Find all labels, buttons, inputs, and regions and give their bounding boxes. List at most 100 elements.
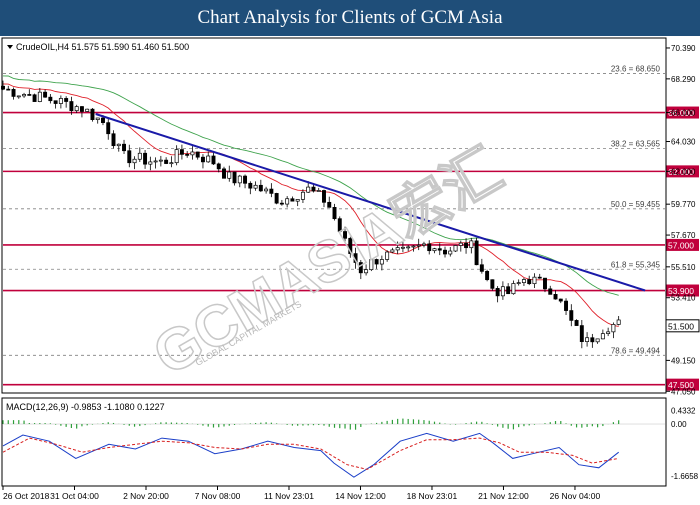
- current-price-tag: [665, 319, 700, 333]
- candle-body: [364, 269, 369, 274]
- time-tick-label: 11 Nov 23:01: [264, 491, 314, 500]
- candle-body: [358, 262, 363, 274]
- candle-body: [443, 249, 447, 255]
- candle-body: [322, 190, 326, 203]
- candle-body: [11, 89, 16, 97]
- candle-body: [600, 333, 605, 340]
- candle-body: [101, 117, 105, 123]
- time-tick-label: 2 Nov 20:00: [123, 491, 169, 500]
- price-tick-label: 49.150: [671, 356, 696, 365]
- candle-body: [285, 198, 290, 205]
- fib-label: 50.0 = 59.455: [611, 200, 661, 209]
- candle-body: [37, 91, 42, 102]
- candle-body: [543, 277, 547, 290]
- candle-body: [143, 152, 148, 165]
- candle-body: [137, 152, 142, 160]
- price-tick-label: 53.410: [671, 294, 696, 303]
- candle-body: [327, 201, 332, 208]
- price-tick-label: 57.670: [671, 231, 696, 240]
- level-tag: [666, 284, 699, 297]
- candle-body: [595, 338, 600, 343]
- candle-body: [132, 158, 137, 164]
- candle-body: [485, 271, 490, 281]
- candle-body: [537, 276, 542, 279]
- candle-body: [506, 286, 511, 295]
- trendline-line: [95, 113, 646, 292]
- price-chart[interactable]: 66.000 62.000 57.000 53.900 47.500 23.6 = 68…: [0, 36, 700, 501]
- candle-body: [243, 175, 248, 184]
- candle-body: [464, 242, 469, 249]
- candle-body: [448, 250, 453, 255]
- candle-body: [532, 276, 537, 285]
- candle-body: [569, 310, 574, 321]
- candle-body: [16, 95, 21, 98]
- candle-body: [406, 246, 411, 249]
- candle-body: [269, 188, 274, 194]
- level-label: 53.900: [668, 286, 694, 296]
- candle-body: [337, 218, 342, 232]
- candle-body: [348, 237, 353, 254]
- candle-body: [590, 337, 595, 343]
- level-tag: [666, 106, 699, 119]
- symbol-info: CrudeOIL,H4 51.575 51.590 51.460 51.500: [16, 42, 189, 52]
- candle-body: [316, 190, 321, 192]
- watermark: GCMASIA宏汇: [143, 136, 513, 387]
- candle-body: [511, 283, 516, 295]
- candle-body: [237, 175, 242, 184]
- candle-body: [495, 288, 500, 297]
- candle-body: [616, 319, 621, 325]
- candle-body: [290, 198, 295, 202]
- price-tick-label: 59.770: [671, 200, 696, 209]
- time-tick-label: 7 Nov 08:00: [195, 491, 241, 500]
- candle-body: [369, 259, 374, 271]
- candle-body: [574, 320, 579, 326]
- candle-body: [311, 186, 316, 192]
- macd-signal-line: [2, 437, 619, 470]
- macd-main-line: [2, 432, 620, 478]
- candle-body: [474, 240, 479, 266]
- candle-body: [211, 155, 216, 165]
- candle-body: [195, 151, 200, 158]
- candle-body: [390, 249, 395, 253]
- dropdown-arrow-icon[interactable]: [7, 45, 13, 49]
- candle-body: [469, 240, 474, 249]
- support-resistance-levels: 66.000 62.000 57.000 53.900 47.500: [3, 106, 699, 391]
- candle-body: [258, 184, 263, 192]
- candle-body: [232, 171, 237, 184]
- fib-label: 23.6 = 68.650: [611, 65, 661, 74]
- candle-body: [427, 243, 432, 252]
- time-tick-label: 18 Nov 23:01: [407, 491, 458, 500]
- candle-body: [106, 122, 111, 135]
- candle-body: [479, 264, 484, 272]
- candle-body: [521, 279, 526, 283]
- price-tick-label: 64.030: [671, 138, 696, 147]
- candle-body: [1, 85, 5, 90]
- current-price-label: 51.500: [668, 321, 694, 331]
- page-title: Chart Analysis for Clients of GCM Asia: [0, 0, 700, 36]
- macd-tick-label: 0.00: [671, 420, 687, 429]
- candle-body: [516, 282, 521, 284]
- ma-slow-line: [2, 75, 619, 296]
- candle-body: [585, 337, 590, 342]
- candle-body: [527, 279, 532, 285]
- level-label: 62.000: [668, 167, 694, 177]
- price-tick-label: 47.050: [671, 387, 696, 396]
- time-tick-label: 21 Nov 12:00: [478, 491, 529, 500]
- candle-body: [6, 88, 11, 91]
- candle-body: [222, 168, 226, 179]
- candlesticks: [1, 80, 621, 349]
- candle-body: [179, 149, 184, 155]
- candle-body: [374, 259, 379, 265]
- candle-body: [148, 161, 153, 165]
- price-tick-label: 68.290: [671, 75, 696, 84]
- candle-body: [400, 246, 405, 249]
- trendline[interactable]: [95, 113, 646, 292]
- level-tag: [666, 378, 699, 391]
- candle-body: [122, 143, 126, 152]
- macd-tick-label: -1.6658: [671, 472, 699, 481]
- candle-body: [453, 245, 458, 252]
- candle-body: [332, 207, 337, 220]
- candle-body: [437, 248, 442, 251]
- candle-body: [22, 94, 27, 97]
- time-axis: 26 Oct 2018 31 Oct 04:00 2 Nov 20:00 7 Nov …: [2, 486, 601, 501]
